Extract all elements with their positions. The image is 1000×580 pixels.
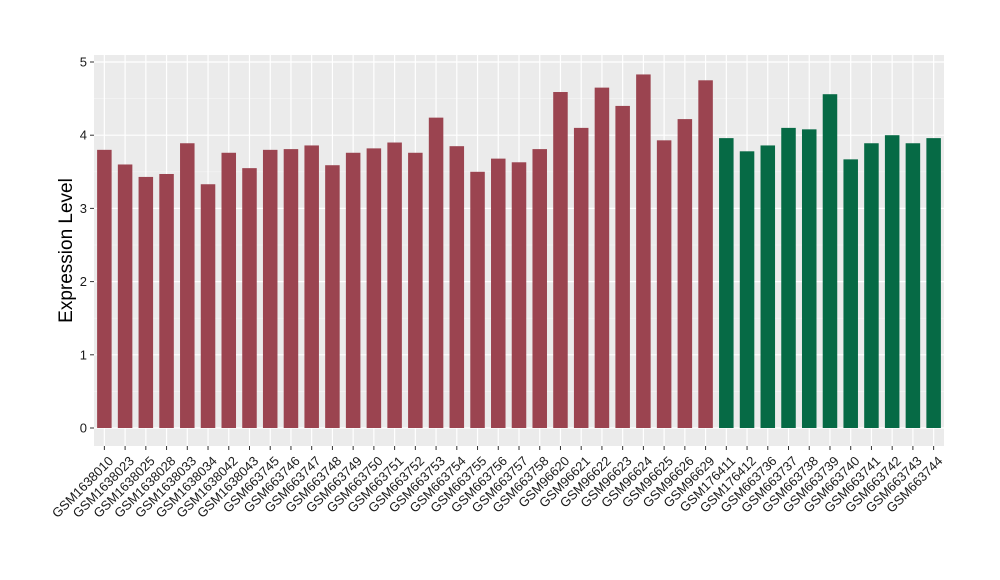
- bar-GSM663747: [304, 145, 319, 428]
- bar-GSM663743: [905, 143, 921, 428]
- y-tick-label: 2: [80, 274, 87, 289]
- bar-GSM96624: [636, 74, 651, 428]
- bar-GSM663742: [884, 135, 900, 428]
- bar-GSM96629: [698, 80, 713, 429]
- bar-GSM1638028: [159, 173, 174, 428]
- bar-GSM96621: [573, 127, 589, 428]
- bar-GSM96622: [594, 87, 610, 429]
- bar-GSM96623: [615, 105, 630, 429]
- bar-GSM96626: [677, 119, 693, 428]
- bar-GSM96620: [553, 92, 568, 429]
- bar-GSM663755: [470, 171, 485, 429]
- bar-GSM663754: [449, 146, 465, 428]
- bar-GSM176411: [719, 138, 734, 429]
- bar-GSM663752: [408, 152, 423, 428]
- bar-GSM663745: [262, 149, 278, 428]
- bar-GSM663749: [345, 152, 361, 428]
- bar-GSM1638043: [242, 168, 257, 428]
- y-axis-title: Expression Level: [56, 178, 77, 323]
- x-axis: GSM1638010GSM1638023GSM1638025GSM1638028…: [49, 446, 946, 521]
- bar-GSM1638042: [221, 152, 237, 428]
- bar-GSM96625: [656, 140, 672, 428]
- bar-GSM1638023: [117, 164, 133, 429]
- bar-GSM663757: [511, 162, 527, 428]
- bar-GSM663758: [532, 149, 547, 428]
- bar-GSM663740: [843, 159, 858, 428]
- bar-GSM663738: [801, 129, 817, 428]
- y-tick-label: 3: [80, 201, 87, 216]
- bar-GSM1638033: [180, 143, 195, 428]
- bar-GSM663736: [760, 145, 776, 428]
- bars: [97, 74, 941, 429]
- bar-GSM663753: [428, 117, 444, 429]
- bar-GSM663737: [781, 127, 796, 428]
- bar-GSM1638025: [138, 176, 154, 428]
- bar-GSM663756: [491, 158, 506, 428]
- y-tick-label: 0: [80, 421, 87, 436]
- bar-GSM1638010: [97, 149, 112, 428]
- y-tick-label: 5: [80, 55, 87, 70]
- bar-GSM663739: [822, 94, 838, 428]
- bar-GSM663746: [283, 149, 299, 428]
- y-axis: 0 1 2 3 4 5: [80, 55, 94, 436]
- bar-GSM663741: [864, 143, 879, 428]
- bar-GSM176412: [739, 151, 755, 428]
- bar-GSM663748: [325, 165, 340, 428]
- y-tick-label: 1: [80, 347, 87, 362]
- bar-GSM663751: [387, 142, 402, 428]
- bar-GSM663744: [926, 138, 941, 429]
- bar-GSM1638034: [200, 184, 216, 428]
- y-tick-label: 4: [80, 128, 87, 143]
- bar-GSM663750: [366, 148, 382, 428]
